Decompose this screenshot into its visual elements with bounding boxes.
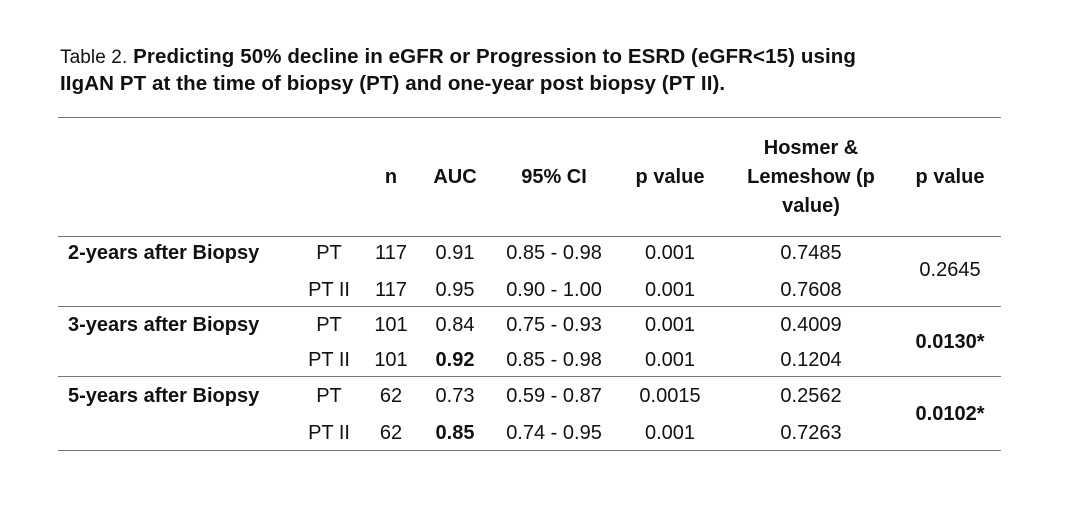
row-p-value: 0.001 <box>644 314 696 336</box>
row-auc: 0.84 <box>435 314 475 336</box>
row-hl: 0.7263 <box>780 422 842 444</box>
group-rule <box>58 376 1001 377</box>
row-hl: 0.2562 <box>780 385 842 407</box>
row-ci: 0.74 - 0.95 <box>506 422 602 444</box>
header-hl-line3: value) <box>782 195 840 217</box>
row-ci: 0.59 - 0.87 <box>506 385 602 407</box>
header-p-value: p value <box>635 166 705 188</box>
row-model: PT <box>316 242 342 264</box>
header-rule <box>58 236 1001 237</box>
row-p-value: 0.001 <box>644 349 696 371</box>
group-p-value: 0.2645 <box>919 259 981 281</box>
header-ci: 95% CI <box>521 166 587 188</box>
header-n: n <box>384 166 398 188</box>
row-n: 62 <box>379 385 403 407</box>
table-caption: Table 2. Predicting 50% decline in eGFR … <box>60 44 1020 97</box>
caption-title-line1: Predicting 50% decline in eGFR or Progre… <box>133 45 856 68</box>
row-auc: 0.91 <box>435 242 475 264</box>
row-hl: 0.4009 <box>780 314 842 336</box>
table-top-rule <box>58 117 1001 118</box>
table-bottom-rule <box>58 450 1001 451</box>
header-auc: AUC <box>433 166 477 188</box>
header-hosmer-lemeshow: Hosmer & Lemeshow (p value) <box>747 134 875 221</box>
row-hl: 0.7608 <box>780 279 842 301</box>
row-model: PT <box>316 314 342 336</box>
header-hl-line1: Hosmer & <box>763 137 859 159</box>
group-p-value: 0.0102* <box>915 403 985 425</box>
row-ci: 0.85 - 0.98 <box>506 242 602 264</box>
group-label: 2-years after Biopsy <box>68 242 260 264</box>
row-model: PT II <box>308 279 350 301</box>
row-p-value: 0.001 <box>644 279 696 301</box>
header-hl-line2: Lemeshow (p <box>747 166 875 188</box>
group-rule <box>58 306 1001 307</box>
group-label: 3-years after Biopsy <box>68 314 260 336</box>
row-hl: 0.7485 <box>780 242 842 264</box>
row-auc: 0.85 <box>435 422 475 444</box>
group-p-value: 0.0130* <box>915 331 985 353</box>
row-p-value: 0.0015 <box>639 385 701 407</box>
row-auc: 0.92 <box>435 349 475 371</box>
caption-title-line2: IIgAN PT at the time of biopsy (PT) and … <box>60 72 726 95</box>
row-p-value: 0.001 <box>644 422 696 444</box>
header-p-value-2: p value <box>915 166 985 188</box>
row-p-value: 0.001 <box>644 242 696 264</box>
row-hl: 0.1204 <box>780 349 842 371</box>
row-auc: 0.95 <box>435 279 475 301</box>
row-model: PT II <box>308 422 350 444</box>
row-n: 117 <box>375 242 407 264</box>
row-auc: 0.73 <box>435 385 475 407</box>
row-model: PT <box>316 385 342 407</box>
caption-label: Table 2. <box>60 47 128 68</box>
row-n: 117 <box>375 279 407 301</box>
row-n: 101 <box>374 314 408 336</box>
row-n: 101 <box>374 349 408 371</box>
row-model: PT II <box>308 349 350 371</box>
group-label: 5-years after Biopsy <box>68 385 260 407</box>
row-n: 62 <box>379 422 403 444</box>
row-ci: 0.85 - 0.98 <box>506 349 602 371</box>
row-ci: 0.75 - 0.93 <box>506 314 602 336</box>
row-ci: 0.90 - 1.00 <box>506 279 602 301</box>
